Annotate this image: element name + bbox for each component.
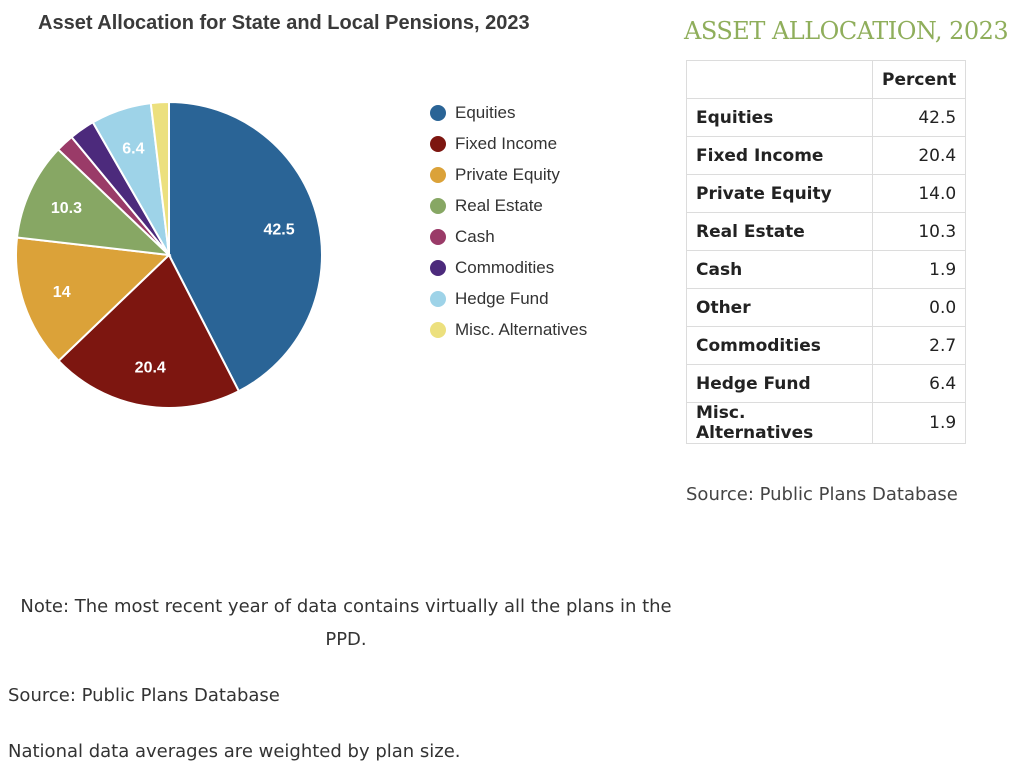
pie-slice-misc-alternatives [149,100,170,256]
table-row: Other 0.0 [686,288,967,327]
table-header-blank [686,60,873,99]
legend-label: Private Equity [455,164,560,184]
table-cell-name: Other [686,288,873,327]
chart-title: Asset Allocation for State and Local Pen… [38,12,530,34]
pie-data-label: 42.5 [263,221,294,238]
legend-label: Misc. Alternatives [455,319,588,339]
legend-swatch [430,228,446,245]
allocation-table: Percent Equities 42.5 Fixed Income 20.4 Priv… [686,60,967,444]
legend-swatch [430,321,446,338]
pie-slice-private-equity [15,236,172,363]
table-cell-value: 0.0 [871,288,967,327]
table-row: Hedge Fund 6.4 [686,364,967,403]
legend-item: Private Equity [430,159,587,190]
table-title: ASSET ALLOCATION, 2023 [684,17,1009,45]
table-cell-value: 10.3 [871,212,967,251]
table-cell-value: 1.9 [871,402,967,444]
legend-swatch [430,166,446,183]
legend-swatch [430,197,446,214]
pie-data-label: 14 [53,284,71,301]
table-row: Private Equity 14.0 [686,174,967,213]
legend-label: Commodities [455,257,555,277]
pie-data-label: 20.4 [135,360,166,377]
table-cell-name: Fixed Income [686,136,873,175]
table-cell-value: 42.5 [871,98,967,137]
table-cell-name: Private Equity [686,174,873,213]
chart-legend: Equities Fixed Income Private Equity Real E… [430,97,587,345]
table-cell-name: Misc. Alternatives [686,402,873,444]
table-cell-name: Real Estate [686,212,873,251]
legend-swatch [430,290,446,307]
table-cell-value: 20.4 [871,136,967,175]
table-cell-name: Equities [686,98,873,137]
legend-label: Equities [455,102,516,122]
pie-data-label: 10.3 [51,200,82,217]
chart-note: Note: The most recent year of data conta… [20,596,672,650]
legend-label: Fixed Income [455,133,558,153]
table-row: Equities 42.5 [686,98,967,137]
pie-slice-equities [168,100,323,393]
legend-swatch [430,135,446,152]
legend-item: Hedge Fund [430,283,587,314]
pie-slice-real-estate [15,148,172,257]
table-cell-name: Cash [686,250,873,289]
legend-item: Equities [430,97,587,128]
legend-swatch [430,259,446,276]
table-cell-value: 2.7 [871,326,967,365]
table-row: Misc. Alternatives 1.9 [686,402,967,444]
source-text: Source: Public Plans Database [8,685,280,706]
legend-label: Cash [455,226,495,246]
pie-chart: 42.5 20.4 14 10.3 6.4 [15,100,323,409]
table-source: Source: Public Plans Database [686,484,958,505]
legend-item: Commodities [430,252,587,283]
table-cell-name: Hedge Fund [686,364,873,403]
legend-item: Fixed Income [430,128,587,159]
table-row: Commodities 2.7 [686,326,967,365]
table-header-percent: Percent [871,60,967,99]
legend-label: Real Estate [455,195,543,215]
table-cell-value: 6.4 [871,364,967,403]
legend-item: Cash [430,221,587,252]
legend-swatch [430,104,446,121]
table-cell-value: 1.9 [871,250,967,289]
legend-label: Hedge Fund [455,288,549,308]
table-row: Real Estate 10.3 [686,212,967,251]
pie-slice-fixed-income [57,253,241,409]
pie-data-label: 6.4 [122,141,144,158]
weighting-note: National data averages are weighted by p… [8,741,461,762]
table-row: Cash 1.9 [686,250,967,289]
legend-item: Misc. Alternatives [430,314,587,345]
legend-item: Real Estate [430,190,587,221]
table-cell-name: Commodities [686,326,873,365]
table-header-row: Percent [686,60,967,99]
table-cell-value: 14.0 [871,174,967,213]
table-row: Fixed Income 20.4 [686,136,967,175]
